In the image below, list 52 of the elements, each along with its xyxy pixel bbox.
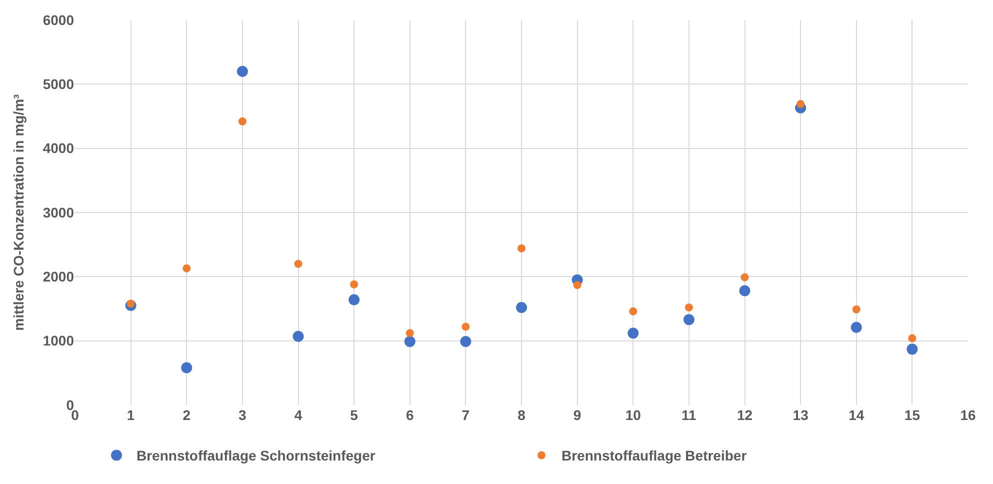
point [739, 285, 750, 296]
point [126, 300, 135, 308]
point [852, 305, 860, 314]
y-tick-label: 4000 [42, 140, 74, 156]
y-tick-label: 3000 [42, 204, 74, 220]
x-tick-label: 5 [350, 407, 358, 423]
point [406, 329, 414, 338]
point [684, 303, 693, 312]
point [236, 66, 248, 77]
point [350, 280, 358, 288]
x-tick-label: 8 [518, 407, 526, 423]
x-tick-label: 14 [848, 407, 864, 423]
point [796, 100, 805, 108]
point [292, 330, 304, 342]
legend-label: Brennstoffauflage Betreiber [562, 448, 748, 464]
x-tick-label: 16 [960, 407, 976, 423]
x-tick-label: 1 [126, 407, 135, 423]
x-tick-label: 4 [294, 407, 302, 423]
point [573, 281, 582, 290]
point [516, 302, 527, 313]
point [518, 244, 526, 252]
point [348, 294, 360, 306]
x-tick-label: 9 [573, 407, 582, 423]
point [460, 336, 472, 347]
point [906, 344, 918, 355]
point [182, 264, 191, 272]
legend-label: Brennstoffauflage Schornsteinfeger [136, 448, 376, 464]
x-tick-label: 7 [462, 407, 470, 423]
point [404, 336, 416, 347]
y-tick-label: 5000 [42, 76, 74, 92]
x-tick-label: 6 [406, 407, 414, 423]
x-tick-label: 2 [182, 407, 191, 423]
point [629, 307, 638, 316]
x-tick-label: 13 [792, 407, 809, 423]
point [294, 260, 302, 268]
point [462, 322, 470, 331]
point [908, 334, 916, 342]
point [740, 273, 749, 282]
x-tick-label: 11 [682, 407, 697, 423]
point [238, 117, 246, 126]
point [628, 328, 639, 339]
point [181, 362, 192, 374]
x-tick-label: 15 [904, 407, 920, 423]
y-tick-label: 1000 [42, 332, 74, 349]
x-tick-label: 10 [625, 407, 642, 423]
y-axis-title: mittlere CO-Konzentration in mg/m³ [10, 94, 26, 331]
y-tick-label: 6000 [42, 12, 74, 28]
x-tick-label: 12 [736, 407, 753, 423]
point [683, 314, 694, 326]
y-tick-label: 2000 [42, 268, 74, 285]
x-tick-label: 3 [238, 407, 247, 423]
point [850, 322, 862, 333]
